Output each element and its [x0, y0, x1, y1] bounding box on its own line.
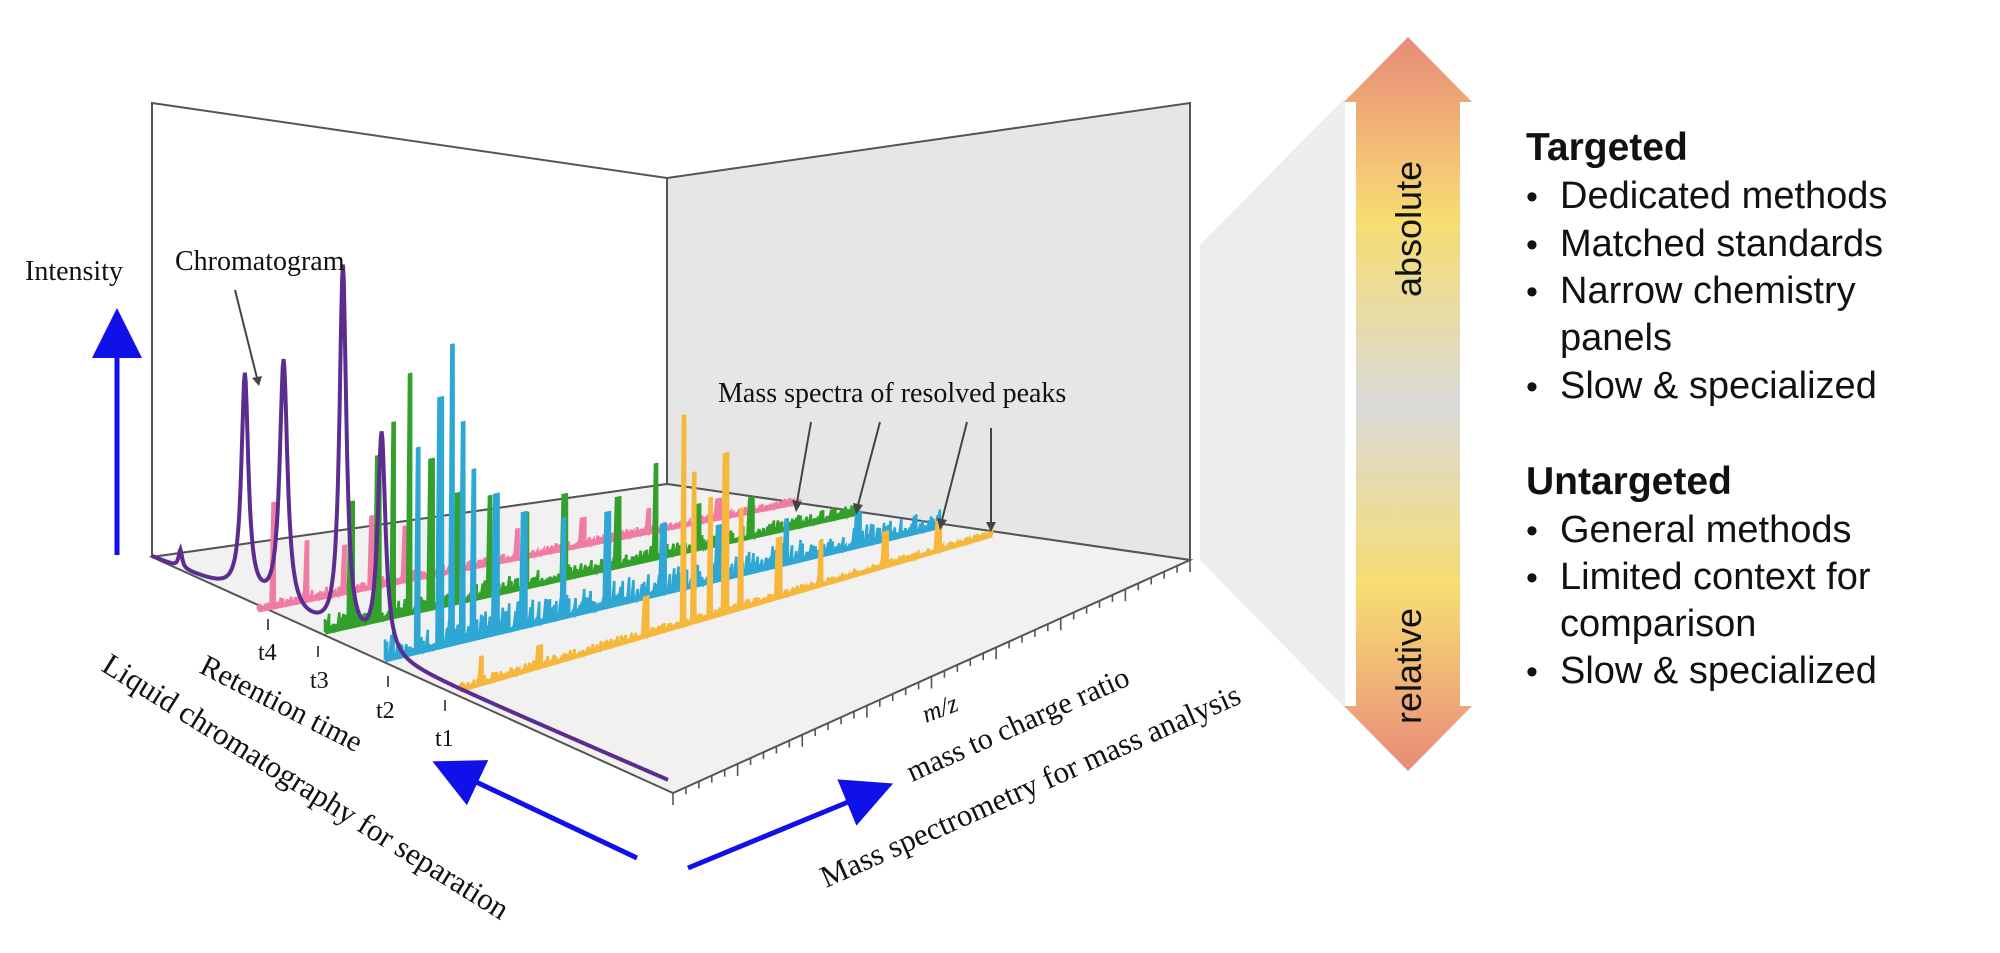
chromatogram-trace [151, 264, 669, 782]
spectra-pointer-4-head [986, 522, 996, 532]
spectrum-t1 [458, 414, 994, 692]
scale-bottom-label: relative [1388, 608, 1429, 724]
targeted-bullet-3: • [1526, 273, 1538, 311]
scale-arrow [1344, 37, 1472, 771]
untargeted-bullet-3: • [1526, 653, 1538, 691]
untargeted-item-3: Slow & specialized [1560, 650, 1877, 692]
targeted-item-1: Dedicated methods [1560, 175, 1887, 217]
untargeted-title: Untargeted [1526, 460, 1732, 503]
mass-spectra [256, 343, 994, 693]
untargeted-item-1: General methods [1560, 509, 1852, 551]
targeted-item-4: Slow & specialized [1560, 365, 1877, 407]
spectrum-t3-baseline [324, 510, 859, 635]
targeted-item-3: Narrow chemistry [1560, 270, 1856, 312]
targeted-item-3-cont: panels [1560, 317, 1672, 359]
targeted-bullet-1: • [1526, 178, 1538, 216]
pointer-lines [234, 289, 992, 523]
tick-label-t2: t2 [376, 698, 395, 724]
spectra-pointer-1 [796, 421, 812, 503]
untargeted-bullet-1: • [1526, 512, 1538, 550]
spectrum-t2 [383, 343, 944, 663]
spectra-pointer-2 [857, 421, 881, 506]
tick-label-t1: t1 [435, 726, 454, 752]
tick-label-t3: t3 [310, 668, 329, 694]
scale-top-label: absolute [1388, 161, 1429, 297]
tick-label-t4: t4 [258, 640, 277, 666]
untargeted-block: Untargeted • General methods • Limited c… [1526, 460, 1877, 692]
targeted-bullet-4: • [1526, 368, 1538, 406]
lc-axis-arrow [432, 760, 639, 861]
untargeted-bullet-2: • [1526, 559, 1538, 597]
targeted-item-2: Matched standards [1560, 223, 1883, 265]
plot-box [148, 101, 1194, 795]
spectrum-t1-baseline [459, 532, 993, 693]
targeted-block: Targeted • Dedicated methods • Matched s… [1526, 126, 1887, 407]
chromatogram-pointer-head [252, 376, 262, 386]
mz-axis-ticks [672, 560, 1191, 805]
spectrum-t2-baseline [384, 523, 943, 663]
chromatogram-label: Chromatogram [175, 246, 345, 277]
time-axis-ticks [267, 619, 446, 711]
pointer-heads [252, 376, 996, 532]
spectra-pointer-3-head [937, 518, 947, 530]
untargeted-item-2-cont: comparison [1560, 603, 1756, 645]
targeted-title: Targeted [1526, 126, 1688, 169]
spectra-pointer-3 [941, 421, 968, 521]
zoom-wedge [1200, 98, 1345, 708]
ms-axis-arrow [687, 779, 894, 871]
mass-spectra-label: Mass spectra of resolved peaks [718, 378, 1066, 409]
spectra-pointer-2-head [853, 503, 863, 515]
chromatogram-pointer [234, 289, 258, 379]
back-wall-right [666, 101, 1191, 562]
untargeted-item-2: Limited context for [1560, 556, 1871, 598]
mz-label: m/z [918, 689, 962, 729]
targeted-bullet-2: • [1526, 226, 1538, 264]
spectra-pointer-1-head [792, 500, 802, 512]
intensity-label: Intensity [25, 256, 123, 287]
